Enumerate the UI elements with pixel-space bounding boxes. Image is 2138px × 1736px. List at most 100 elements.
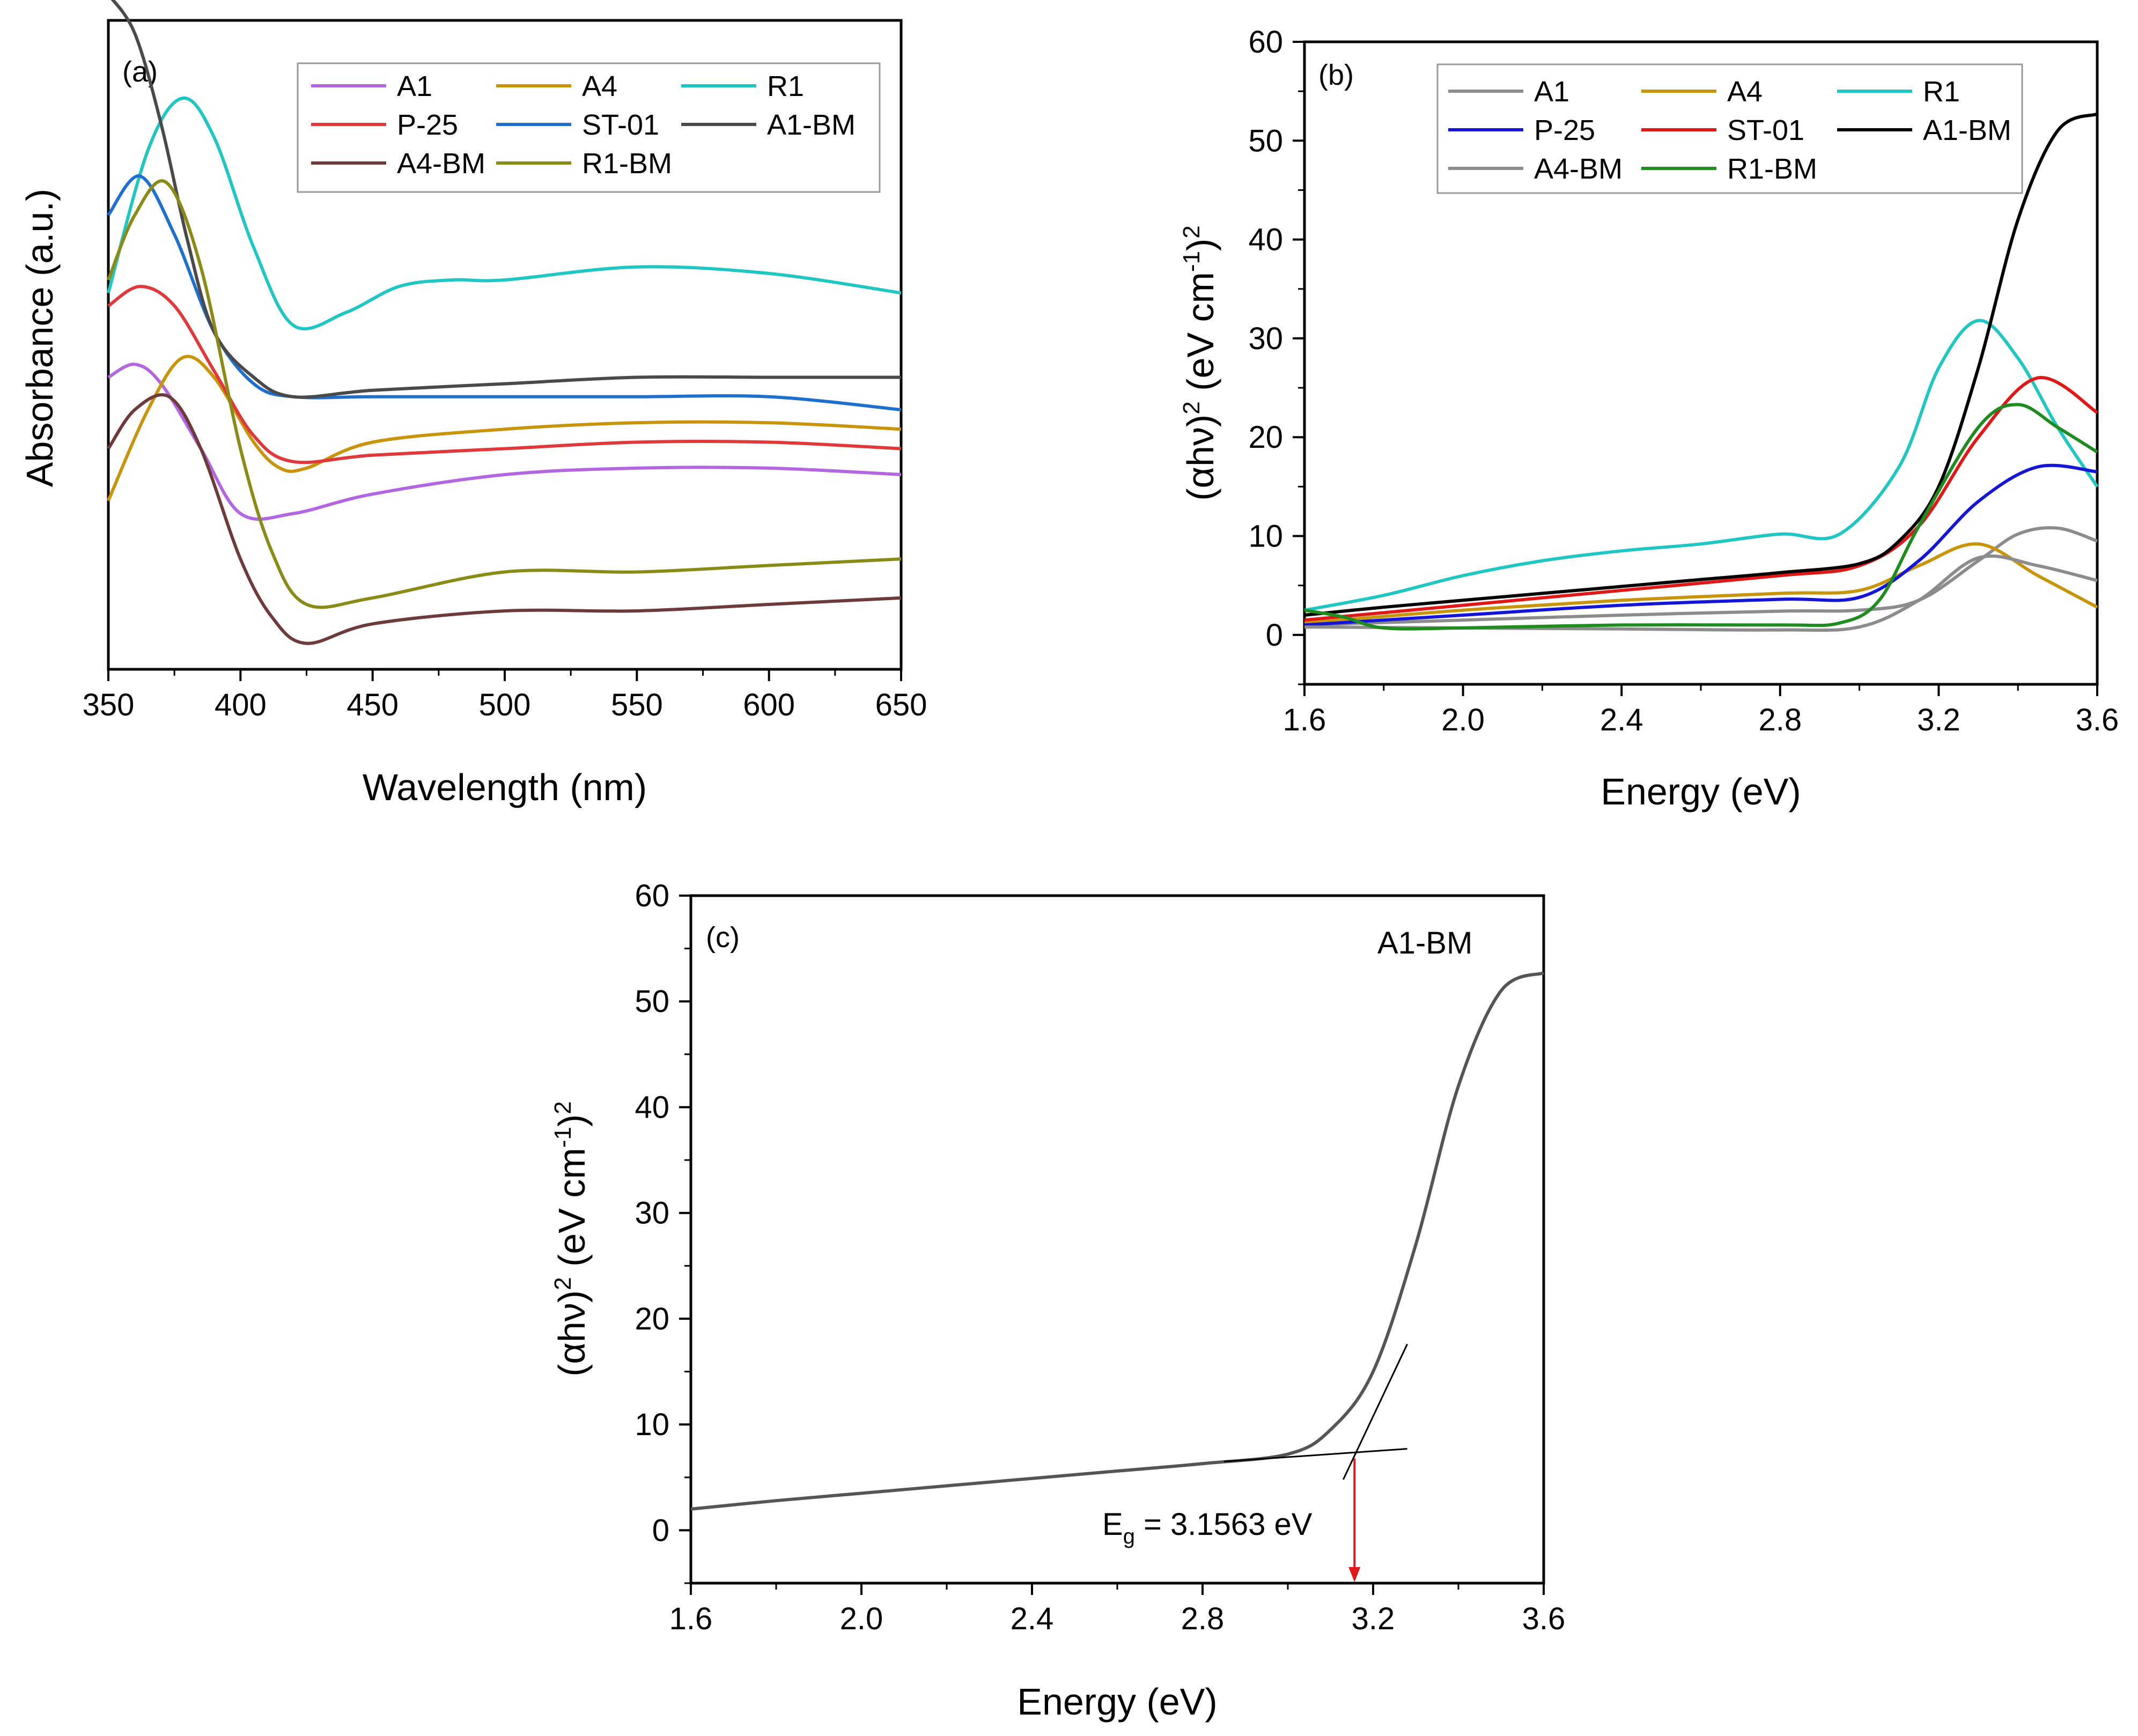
panel-c-y-axis-exp: 2 xyxy=(550,1277,576,1290)
y-tick-label-c-5: 50 xyxy=(635,984,669,1019)
series-line-b-a4 xyxy=(1304,542,2098,625)
panel-a-y-axis-title: Absorbance (a.u.) xyxy=(19,189,61,487)
panel-c-ticks: 1.6 2.0 2.4 2.8 3.2 3.6 0 10 20 30 40 50 60 xyxy=(635,878,1565,1636)
panel-c-y-axis-prefix: (αhν) xyxy=(551,1290,593,1377)
panel-c-y-axis-title: (αhν)2 (eV cm-1)2 xyxy=(550,1101,593,1377)
series-line-a-a4-bm xyxy=(107,393,902,645)
panel-b-series xyxy=(1304,112,2099,632)
x-tick-label-a-5: 600 xyxy=(743,688,795,722)
panel-a-x-axis-title: Wavelength (nm) xyxy=(363,766,647,808)
series-line-a-r1 xyxy=(107,96,902,330)
panel-a-legend: A1 A4 R1 P-25 ST-01 A1-BM A4-BM R1-BM xyxy=(297,62,881,193)
series-line-c-a1-bm xyxy=(690,971,1545,1511)
legend-label-a-r1-bm: R1-BM xyxy=(582,147,672,180)
legend-label-a-a1: A1 xyxy=(397,70,432,102)
panel-c-sample-title: A1-BM xyxy=(1377,926,1472,961)
series-line-b-a1-bm xyxy=(1304,112,2098,617)
x-tick-label-a-6: 650 xyxy=(875,688,927,722)
panel-b-y-axis-main: (eV cm xyxy=(1179,272,1221,401)
y-tick-label-b-6: 60 xyxy=(1248,25,1283,60)
panel-c-series xyxy=(690,971,1545,1511)
x-tick-label-c-4: 3.2 xyxy=(1352,1601,1395,1636)
series-line-b-p-25 xyxy=(1304,463,2098,627)
panel-c-y-axis-suffix: ) xyxy=(551,1114,593,1127)
x-tick-label-b-5: 3.6 xyxy=(2076,703,2119,737)
x-tick-label-b-3: 2.8 xyxy=(1758,703,1802,737)
x-tick-label-a-3: 500 xyxy=(479,688,531,722)
legend-label-b-a1: A1 xyxy=(1534,76,1569,108)
x-tick-label-b-0: 1.6 xyxy=(1283,703,1326,737)
y-tick-label-c-1: 10 xyxy=(635,1407,669,1442)
panel-c-y-axis-inner-exp: -1 xyxy=(550,1127,576,1148)
x-tick-label-c-1: 2.0 xyxy=(840,1601,883,1636)
x-tick-label-b-1: 2.0 xyxy=(1441,703,1485,737)
panel-c-x-axis-title: Energy (eV) xyxy=(1017,1681,1217,1723)
legend-label-a-a4-bm: A4-BM xyxy=(397,147,485,180)
panel-b-label: (b) xyxy=(1318,59,1354,91)
x-tick-label-a-2: 450 xyxy=(346,688,399,722)
panel-b-y-axis-prefix: (αhν) xyxy=(1179,415,1221,501)
y-tick-label-c-0: 0 xyxy=(652,1513,669,1548)
x-tick-label-a-4: 550 xyxy=(611,688,663,722)
y-tick-label-b-4: 40 xyxy=(1248,223,1283,257)
panel-c-fit-lines xyxy=(1223,1343,1408,1480)
legend-label-b-p-25: P-25 xyxy=(1534,114,1595,146)
x-tick-label-c-5: 3.6 xyxy=(1522,1601,1566,1636)
panel-b-legend-items: A1 A4 R1 P-25 ST-01 A1-BM A4-BM R1-BM xyxy=(1448,76,2011,185)
y-tick-label-b-1: 10 xyxy=(1248,519,1283,554)
x-tick-label-a-0: 350 xyxy=(83,688,135,722)
legend-label-b-a1-bm: A1-BM xyxy=(1923,114,2011,146)
x-tick-label-c-3: 2.8 xyxy=(1181,1601,1225,1636)
panel-a-legend-items: A1 A4 R1 P-25 ST-01 A1-BM A4-BM R1-BM xyxy=(311,70,856,180)
panel-b-legend: A1 A4 R1 P-25 ST-01 A1-BM A4-BM R1-BM xyxy=(1436,63,2023,194)
legend-label-a-a4: A4 xyxy=(582,70,617,102)
panel-c-bandgap-subscript: g xyxy=(1123,1525,1135,1548)
panel-b-x-axis-title: Energy (eV) xyxy=(1601,771,1801,812)
x-tick-label-b-4: 3.2 xyxy=(1917,703,1960,737)
panel-b-tauc-chart: (b) 1.6 2.0 2.4 2.8 3.2 3.6 0 10 20 30 40 50 60 Ener… xyxy=(1178,25,2119,812)
panel-a-series xyxy=(107,0,902,645)
x-tick-label-c-0: 1.6 xyxy=(669,1601,713,1636)
x-tick-label-a-1: 400 xyxy=(215,688,267,722)
panel-b-ticks: 1.6 2.0 2.4 2.8 3.2 3.6 0 10 20 30 40 50 60 xyxy=(1248,25,2119,737)
panel-a-ticks: 350 400 450 500 550 600 650 xyxy=(83,669,927,722)
legend-label-b-a4: A4 xyxy=(1727,76,1763,108)
y-tick-label-c-2: 20 xyxy=(635,1302,669,1336)
series-line-b-st-01 xyxy=(1304,376,2098,622)
panel-a-absorbance-chart: (a) 350 400 450 500 550 600 650 Wavelength (nm… xyxy=(19,0,927,808)
series-line-a-st-01 xyxy=(107,174,902,411)
series-line-b-r1-bm xyxy=(1304,403,2098,631)
y-tick-label-b-0: 0 xyxy=(1266,618,1283,653)
x-tick-label-c-2: 2.4 xyxy=(1011,1601,1054,1636)
y-tick-label-c-3: 30 xyxy=(635,1196,669,1231)
panel-c-bandgap-arrow xyxy=(1348,1458,1361,1582)
panel-c-bandgap-chart: (c) A1-BM 1.6 2.0 2.4 2.8 3.2 3.6 0 10 20 30 40 50 6… xyxy=(550,878,1565,1723)
baseline-fit-line xyxy=(1223,1448,1407,1462)
legend-label-a-a1-bm: A1-BM xyxy=(767,109,856,141)
legend-label-a-r1: R1 xyxy=(767,70,804,102)
panel-c-label: (c) xyxy=(706,921,740,954)
panel-c-bandgap-value: = 3.1563 eV xyxy=(1135,1507,1313,1542)
x-tick-label-b-2: 2.4 xyxy=(1600,703,1643,737)
panel-b-y-axis-title: (αhν)2 (eV cm-1)2 xyxy=(1178,225,1221,501)
series-line-a-p-25 xyxy=(107,285,902,464)
legend-label-b-r1: R1 xyxy=(1923,76,1960,108)
panel-c-y-axis-main: (eV cm xyxy=(551,1148,593,1277)
bandgap-arrow-head xyxy=(1348,1567,1361,1582)
legend-label-a-p-25: P-25 xyxy=(397,109,458,141)
legend-label-b-a4-bm: A4-BM xyxy=(1534,153,1623,185)
panel-c-y-axis-outer-exp: 2 xyxy=(550,1101,576,1114)
panel-c-bandgap-prefix: E xyxy=(1102,1507,1123,1542)
tangent-fit-line xyxy=(1342,1343,1408,1480)
legend-label-a-st-01: ST-01 xyxy=(582,109,659,141)
y-tick-label-b-5: 50 xyxy=(1248,123,1283,158)
legend-label-b-r1-bm: R1-BM xyxy=(1727,153,1817,185)
series-line-b-r1 xyxy=(1304,319,2099,612)
series-line-a-r1-bm xyxy=(107,179,902,609)
panel-a-label: (a) xyxy=(122,56,158,88)
legend-label-b-st-01: ST-01 xyxy=(1727,114,1804,146)
y-tick-label-c-4: 40 xyxy=(635,1090,669,1125)
panel-a-legend-box xyxy=(297,62,881,193)
panel-c-bandgap-label: Eg = 3.1563 eV xyxy=(1102,1507,1313,1548)
